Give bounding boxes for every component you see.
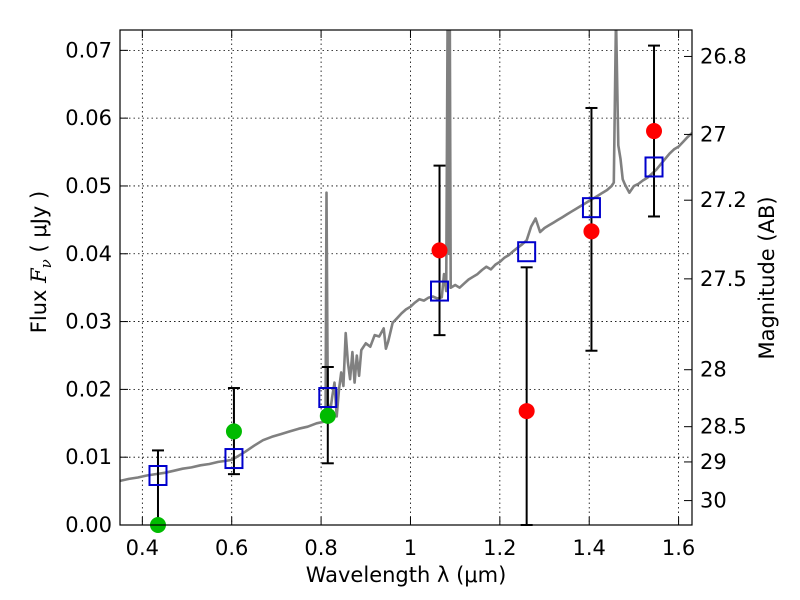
y-tick-label: 0.05 <box>65 174 112 198</box>
observed-flux-point <box>583 223 600 240</box>
model-flux-square <box>318 387 338 409</box>
observed-flux-point <box>225 423 242 440</box>
plot-frame <box>119 29 693 526</box>
y-tick-label: 0.03 <box>65 310 112 334</box>
y-tick-label: 0.02 <box>65 377 112 401</box>
x-tick-label: 1.4 <box>573 536 606 560</box>
x-tick-label: 0.8 <box>304 536 337 560</box>
right-tick-label: 28 <box>700 358 727 382</box>
y-axis-label: Flux Fν ( μJy ) <box>27 191 55 333</box>
y-tick-label: 0.06 <box>65 106 112 130</box>
y-axis-label-suffix: ( μJy ) <box>27 191 51 259</box>
model-flux-square <box>517 241 537 263</box>
x-tick-label: 0.4 <box>126 536 159 560</box>
grid-lines <box>120 30 692 525</box>
right-tick-label: 29 <box>700 450 727 474</box>
right-tick-label: 26.8 <box>700 44 747 68</box>
right-axis-label: Magnitude (AB) <box>755 196 779 359</box>
y-axis-label-symbol: F <box>27 267 51 284</box>
model-sed-line <box>120 30 692 483</box>
y-axis-label-sub: ν <box>37 259 55 268</box>
x-tick-label: 0.6 <box>215 536 248 560</box>
right-tick-label: 27 <box>700 122 727 146</box>
y-tick-label: 0.01 <box>65 445 112 469</box>
model-flux-square <box>581 197 601 219</box>
plot-area <box>120 30 692 483</box>
observed-flux-point <box>319 407 336 424</box>
model-flux-square <box>224 448 244 470</box>
right-tick-label: 28.5 <box>700 415 747 439</box>
y-tick-label: 0.00 <box>65 513 112 537</box>
y-tick-label: 0.04 <box>65 242 112 266</box>
right-tick-label: 27.5 <box>700 267 747 291</box>
model-flux-square <box>430 280 450 302</box>
model-flux-square <box>148 465 168 486</box>
observed-flux-point <box>518 403 535 420</box>
y-tick-label: 0.07 <box>65 38 112 62</box>
model-flux-square <box>644 156 664 178</box>
x-tick-label: 1 <box>404 536 417 560</box>
observed-flux-point <box>431 242 448 259</box>
y-axis-label-prefix: Flux <box>27 283 51 333</box>
x-axis-label: Wavelength λ (μm) <box>306 563 507 587</box>
right-tick-label: 30 <box>700 489 727 513</box>
observed-flux-point <box>646 123 663 140</box>
right-tick-label: 27.2 <box>700 188 747 212</box>
axis-ticks: 0.4 0.6 0.8 1 1.2 1.4 1.6 0.00 0.01 0.02 0.03 0.04 0… <box>65 30 747 560</box>
x-tick-label: 1.2 <box>483 536 516 560</box>
x-tick-label: 1.6 <box>662 536 695 560</box>
